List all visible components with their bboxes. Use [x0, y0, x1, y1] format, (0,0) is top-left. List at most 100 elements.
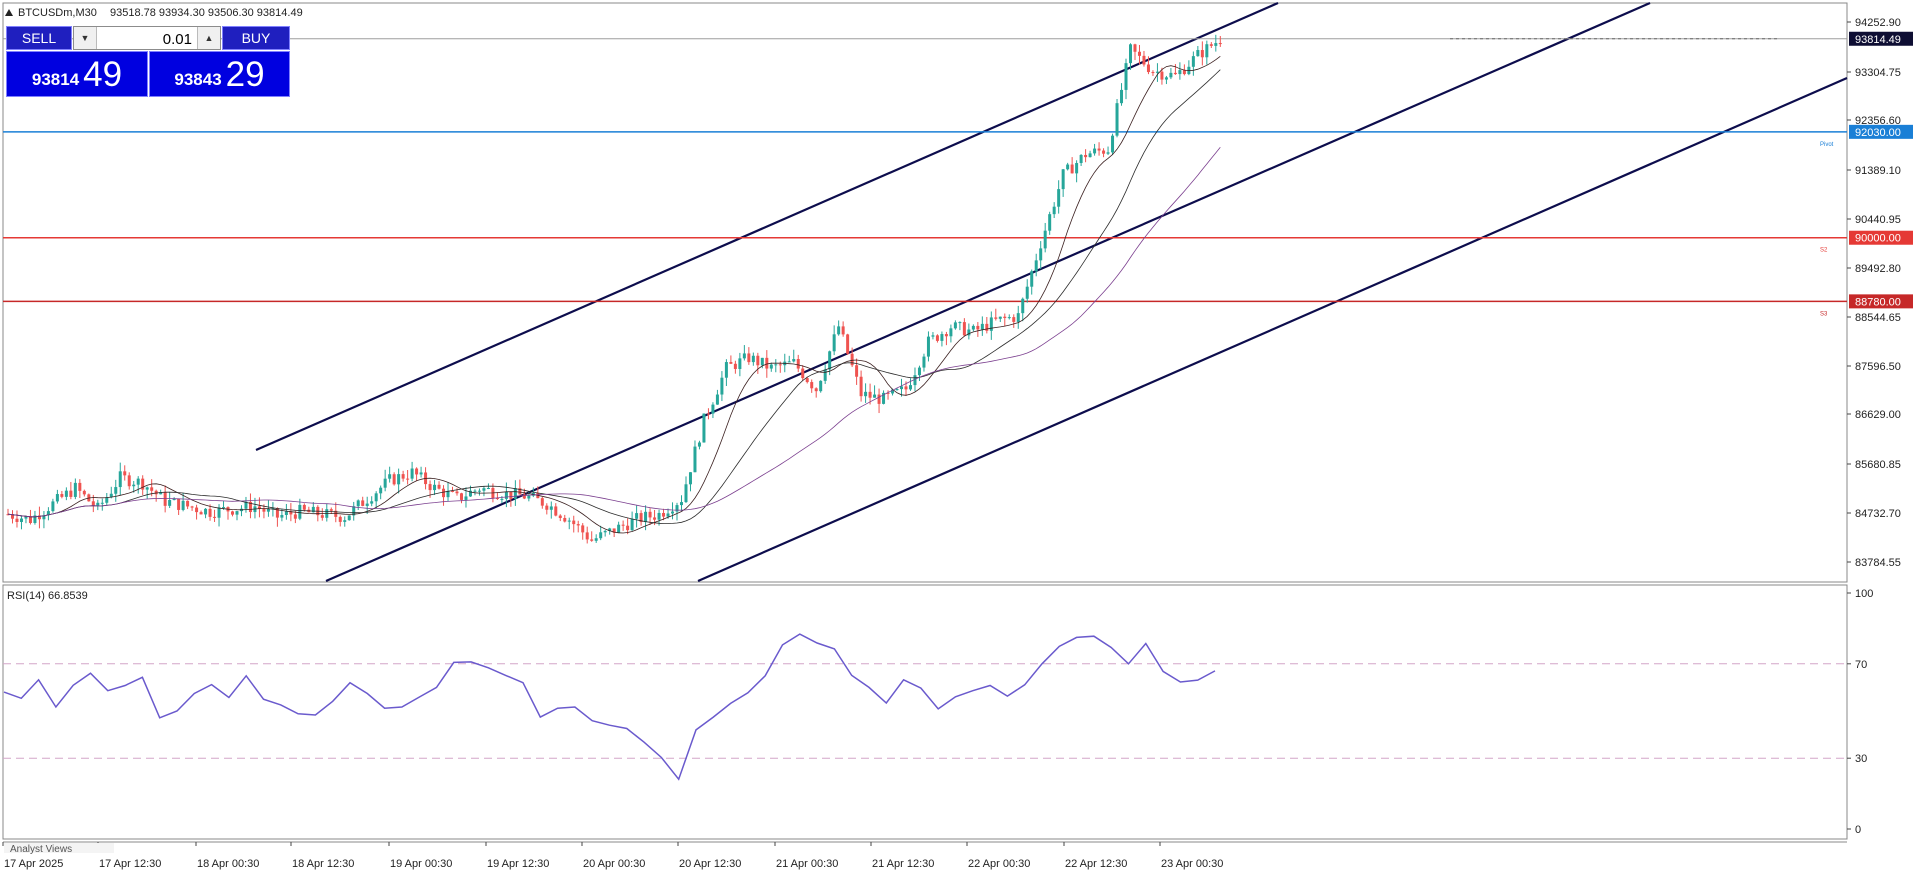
candle-body	[1120, 89, 1124, 104]
candle-body	[1182, 70, 1186, 75]
candle-body	[962, 322, 966, 336]
candle-body	[284, 511, 288, 516]
candle-body	[563, 517, 567, 522]
ma-20-line	[7, 55, 1221, 534]
candle-body	[428, 484, 432, 491]
candle-body	[320, 515, 324, 518]
x-tick-label: 17 Apr 12:30	[99, 858, 161, 870]
level-tag-s3: S3	[1820, 311, 1828, 317]
candle-body	[944, 334, 948, 337]
candle-body	[419, 472, 423, 475]
candle-body	[190, 506, 194, 508]
candle-body	[64, 490, 68, 497]
candle-body	[765, 357, 769, 369]
y-tick-label: 84732.70	[1855, 508, 1901, 520]
candle-body	[168, 500, 172, 506]
candle-body	[280, 515, 284, 518]
candle-body	[145, 487, 149, 490]
candle-body	[729, 362, 733, 364]
candle-body	[724, 362, 728, 378]
candle-body	[1003, 316, 1007, 319]
ohlc-readout: 93518.78 93934.30 93506.30 93814.49	[110, 7, 303, 19]
candle-body	[1214, 43, 1218, 46]
candle-body	[608, 528, 612, 531]
candle-body	[1205, 44, 1209, 58]
x-tick-label: 21 Apr 12:30	[872, 858, 934, 870]
candle-body	[886, 392, 890, 394]
candle-body	[356, 500, 360, 507]
lot-decrease-icon[interactable]: ▼	[74, 27, 97, 49]
lot-size-field[interactable]: ▼ ▲	[73, 26, 221, 50]
candle-body	[612, 528, 616, 533]
candle-body	[42, 515, 46, 520]
candle-body	[473, 490, 477, 492]
candle-body	[468, 490, 472, 497]
candle-body	[141, 478, 145, 490]
lot-input[interactable]	[98, 29, 194, 49]
candle-body	[630, 518, 634, 531]
candle-body	[666, 513, 670, 517]
rsi-tick-label: 30	[1855, 753, 1867, 765]
candle-body	[437, 484, 441, 489]
candle-body	[392, 474, 396, 485]
candle-body	[680, 502, 683, 506]
candle-body	[837, 326, 841, 335]
candle-body	[810, 382, 814, 389]
level-price-badge	[1849, 124, 1913, 139]
candle-body	[1218, 43, 1222, 45]
candle-body	[500, 498, 504, 500]
candle-body	[688, 472, 692, 485]
candle-body	[459, 493, 463, 500]
candle-body	[1169, 72, 1173, 78]
candle-body	[697, 442, 701, 447]
candle-body	[222, 507, 226, 509]
candle-body	[1124, 63, 1128, 90]
rsi-tick-label: 70	[1855, 659, 1867, 671]
candle-body	[662, 512, 666, 517]
candle-body	[567, 520, 571, 522]
candle-body	[486, 488, 490, 490]
buy-button[interactable]: BUY	[222, 26, 290, 50]
candle-body	[24, 516, 28, 519]
candle-body	[455, 491, 459, 494]
candle-body	[540, 498, 544, 506]
sell-price-button[interactable]: 93814 49	[6, 51, 148, 97]
candle-body	[1070, 164, 1074, 174]
x-tick-label: 21 Apr 00:30	[776, 858, 838, 870]
candle-body	[922, 356, 926, 368]
sell-button[interactable]: SELL	[6, 26, 72, 50]
candle-body	[675, 505, 679, 512]
ma-50-line	[7, 69, 1221, 524]
candle-body	[971, 325, 975, 330]
buy-price-button[interactable]: 93843 29	[149, 51, 290, 97]
x-tick-label: 19 Apr 12:30	[487, 858, 549, 870]
candle-body	[760, 357, 764, 366]
candle-body	[949, 328, 953, 337]
candle-body	[406, 478, 410, 480]
candle-body	[1209, 44, 1213, 46]
candle-body	[801, 368, 805, 379]
lot-increase-icon[interactable]: ▲	[197, 27, 220, 49]
candle-body	[127, 475, 131, 487]
candle-body	[397, 474, 401, 485]
candle-body	[581, 525, 585, 533]
candle-body	[998, 316, 1002, 319]
candle-body	[51, 501, 55, 512]
candle-body	[136, 478, 140, 485]
y-tick-label: 91389.10	[1855, 165, 1901, 177]
candle-body	[293, 514, 297, 519]
candle-body	[311, 506, 315, 513]
candle-body	[980, 323, 984, 330]
candle-body	[787, 361, 791, 363]
candle-body	[1146, 64, 1150, 73]
candle-body	[1039, 248, 1043, 261]
candle-body	[204, 508, 208, 515]
candle-body	[177, 498, 181, 510]
rsi-tick-label: 100	[1855, 588, 1873, 600]
candle-body	[653, 517, 657, 520]
candle-body	[751, 355, 755, 363]
candle-body	[832, 334, 836, 352]
candle-body	[554, 506, 558, 516]
candle-body	[195, 507, 199, 513]
